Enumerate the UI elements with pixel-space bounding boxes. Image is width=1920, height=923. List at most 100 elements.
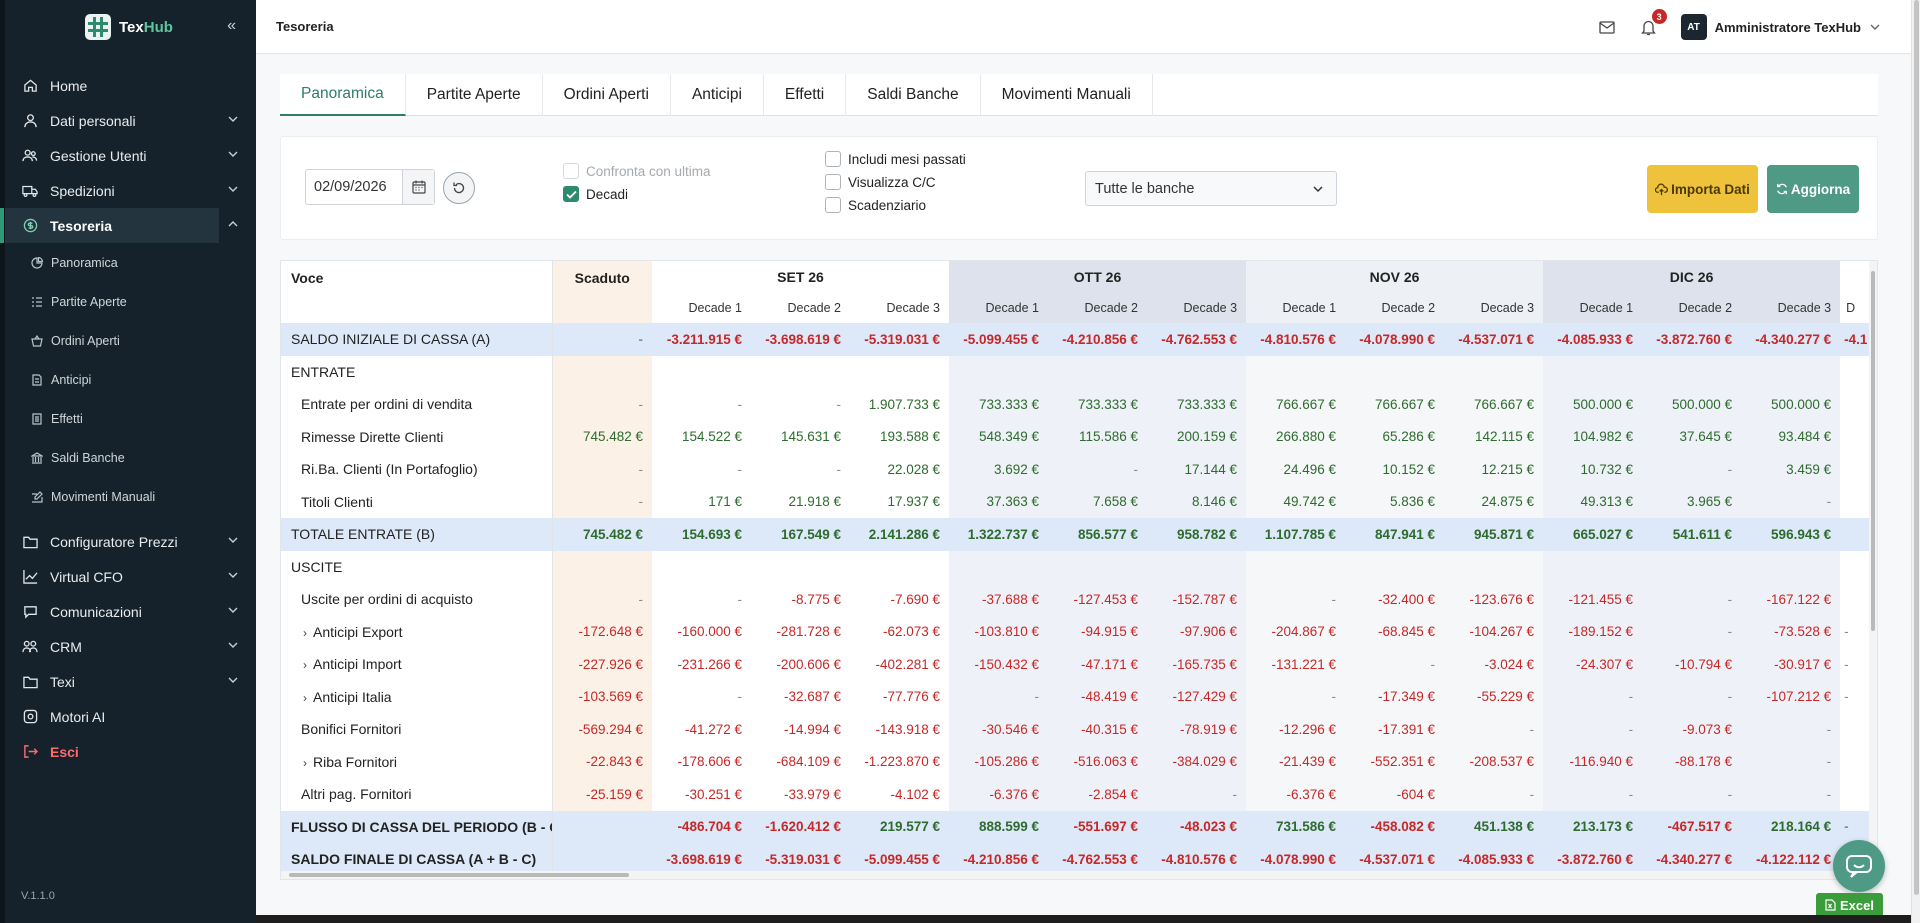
scadenziario-checkbox[interactable]: Scadenziario	[825, 197, 926, 213]
sidebar-subitem-anticipi[interactable]: Anticipi	[5, 360, 256, 399]
confronta-checkbox[interactable]: Confronta con ultima	[563, 163, 711, 179]
avatar[interactable]: AT	[1680, 14, 1707, 40]
value-cell: -62.073 €	[882, 624, 941, 640]
people-icon	[22, 639, 38, 655]
sidebar-item-texi[interactable]: Texi	[5, 664, 256, 699]
table-row: Bonifici Fornitori -569.294 € -41.272 € -14…	[281, 713, 1877, 746]
value-cell: -551.697 €	[1048, 810, 1148, 843]
value-cell: 10.152 €	[1345, 453, 1445, 486]
value-cell: -41.272 €	[684, 721, 742, 737]
chat-bot-icon	[1846, 855, 1872, 878]
value-cell	[1642, 355, 1742, 388]
sidebar-subitem-effetti[interactable]: Effetti	[5, 399, 256, 438]
value-cell: -30.251 €	[684, 786, 742, 802]
row-label: Entrate per ordini di vendita	[281, 388, 553, 421]
value-cell: 218.164 €	[1741, 810, 1841, 843]
table-row: Rimesse Dirette Clienti 745.482 € 154.522 …	[281, 420, 1877, 453]
value-cell: -	[1741, 778, 1841, 811]
bank-select[interactable]: Tutte le banche	[1085, 171, 1337, 206]
home-icon	[22, 78, 38, 94]
user-name[interactable]: Amministratore TexHub	[1714, 19, 1861, 35]
mail-icon[interactable]	[1597, 17, 1617, 37]
reset-date-button[interactable]	[443, 172, 475, 204]
sidebar-subitem-panoramica[interactable]: Panoramica	[5, 243, 256, 282]
sidebar-item-virtual-cfo[interactable]: Virtual CFO	[5, 559, 256, 594]
sidebar-item-crm[interactable]: CRM	[5, 629, 256, 664]
date-input[interactable]	[306, 179, 402, 195]
table-row: FLUSSO DI CASSA DEL PERIODO (B - C) -486.…	[281, 810, 1877, 843]
calendar-icon[interactable]	[402, 170, 434, 204]
value-cell: -204.867 €	[1246, 615, 1346, 648]
value-cell: 1.107.785 €	[1246, 518, 1346, 551]
value-cell	[1444, 550, 1544, 583]
value-cell: -123.676 €	[1444, 583, 1544, 616]
value-cell: -30.917 €	[1741, 648, 1841, 681]
value-cell: -4.810.576 €	[1147, 843, 1247, 876]
chevron-right-icon[interactable]: ›	[303, 690, 307, 705]
sidebar-subitem-saldi-banche[interactable]: Saldi Banche	[5, 438, 256, 477]
decadi-checkbox[interactable]: Decadi	[563, 186, 628, 202]
sidebar-subitem-movimenti-manuali[interactable]: Movimenti Manuali	[5, 477, 256, 516]
decade-header: Decade 3	[1147, 293, 1247, 323]
scaduto-cell: -	[552, 453, 652, 486]
excel-export-button[interactable]: Excel	[1816, 893, 1883, 917]
value-cell: -1.620.412 €	[751, 810, 850, 843]
month-header: NOV 26	[1246, 261, 1544, 293]
chevron-down-icon[interactable]	[1869, 21, 1881, 33]
tab-effetti[interactable]: Effetti	[764, 74, 847, 116]
update-button[interactable]: Aggiorna	[1767, 165, 1859, 213]
table-row: SALDO INIZIALE DI CASSA (A) - -3.211.915 €…	[281, 323, 1877, 356]
sidebar-item-comunicazioni[interactable]: Comunicazioni	[5, 594, 256, 629]
chevron-right-icon[interactable]: ›	[303, 755, 307, 770]
sidebar-item-gestione-utenti[interactable]: Gestione Utenti	[5, 138, 256, 173]
value-cell: 856.577 €	[1048, 518, 1148, 551]
includi-mesi-checkbox[interactable]: Includi mesi passati	[825, 151, 966, 167]
tab-panoramica[interactable]: Panoramica	[280, 74, 406, 116]
value-cell: 541.611 €	[1642, 518, 1742, 551]
table-horizontal-scrollbar[interactable]	[281, 871, 1871, 879]
value-cell: -3.024 €	[1444, 648, 1544, 681]
tab-saldi-banche[interactable]: Saldi Banche	[846, 74, 981, 116]
sidebar-item-esci[interactable]: Esci	[5, 734, 256, 769]
row-label[interactable]: › Anticipi Export	[281, 615, 553, 648]
value-cell: -	[1844, 656, 1849, 672]
tab-ordini-aperti[interactable]: Ordini Aperti	[543, 74, 671, 116]
value-cell: -189.152 €	[1543, 615, 1643, 648]
collapse-sidebar-icon[interactable]: «	[227, 17, 236, 34]
row-label[interactable]: › Anticipi Italia	[281, 680, 553, 713]
sidebar-item-home[interactable]: Home	[5, 68, 256, 103]
sidebar-item-motori-ai[interactable]: Motori AI	[5, 699, 256, 734]
value-cell: -	[1345, 648, 1445, 681]
chevron-right-icon[interactable]: ›	[303, 658, 307, 673]
value-cell: -121.455 €	[1543, 583, 1643, 616]
value-cell: -14.994 €	[783, 721, 841, 737]
row-label[interactable]: › Anticipi Import	[281, 648, 553, 681]
chevron-down-icon	[1313, 186, 1323, 193]
page-scrollbar[interactable]	[1911, 0, 1920, 923]
chevron-right-icon[interactable]: ›	[303, 625, 307, 640]
value-cell: 733.333 €	[949, 388, 1049, 421]
row-label[interactable]: › Riba Fornitori	[281, 745, 553, 778]
bell-icon[interactable]: 3	[1639, 9, 1667, 37]
sidebar-item-tesoreria[interactable]: Tesoreria	[0, 208, 238, 243]
sidebar: TexHub « Home Dati personali Gestione Ut…	[0, 0, 256, 923]
chevron-up-icon	[228, 221, 238, 227]
table-vertical-scrollbar[interactable]	[1869, 261, 1877, 879]
decade-header: Decade 3	[1444, 293, 1544, 323]
tab-movimenti-manuali[interactable]: Movimenti Manuali	[981, 74, 1153, 116]
sidebar-item-configuratore-prezzi[interactable]: Configuratore Prezzi	[5, 524, 256, 559]
sidebar-subitem-ordini-aperti[interactable]: Ordini Aperti	[5, 321, 256, 360]
visualizza-cc-checkbox[interactable]: Visualizza C/C	[825, 174, 936, 190]
tab-anticipi[interactable]: Anticipi	[671, 74, 764, 116]
value-cell	[1048, 550, 1148, 583]
tab-partite-aperte[interactable]: Partite Aperte	[406, 74, 543, 116]
gear-icon	[22, 709, 38, 725]
chat-assistant-button[interactable]	[1833, 840, 1885, 892]
value-cell: -4.085.933 €	[1543, 323, 1643, 356]
sidebar-item-spedizioni[interactable]: Spedizioni	[5, 173, 256, 208]
sidebar-item-dati-personali[interactable]: Dati personali	[5, 103, 256, 138]
import-data-button[interactable]: Importa Dati	[1647, 165, 1758, 213]
pie-chart-icon	[30, 256, 43, 269]
sidebar-subitem-partite-aperte[interactable]: Partite Aperte	[5, 282, 256, 321]
value-cell: -12.296 €	[1246, 713, 1346, 746]
